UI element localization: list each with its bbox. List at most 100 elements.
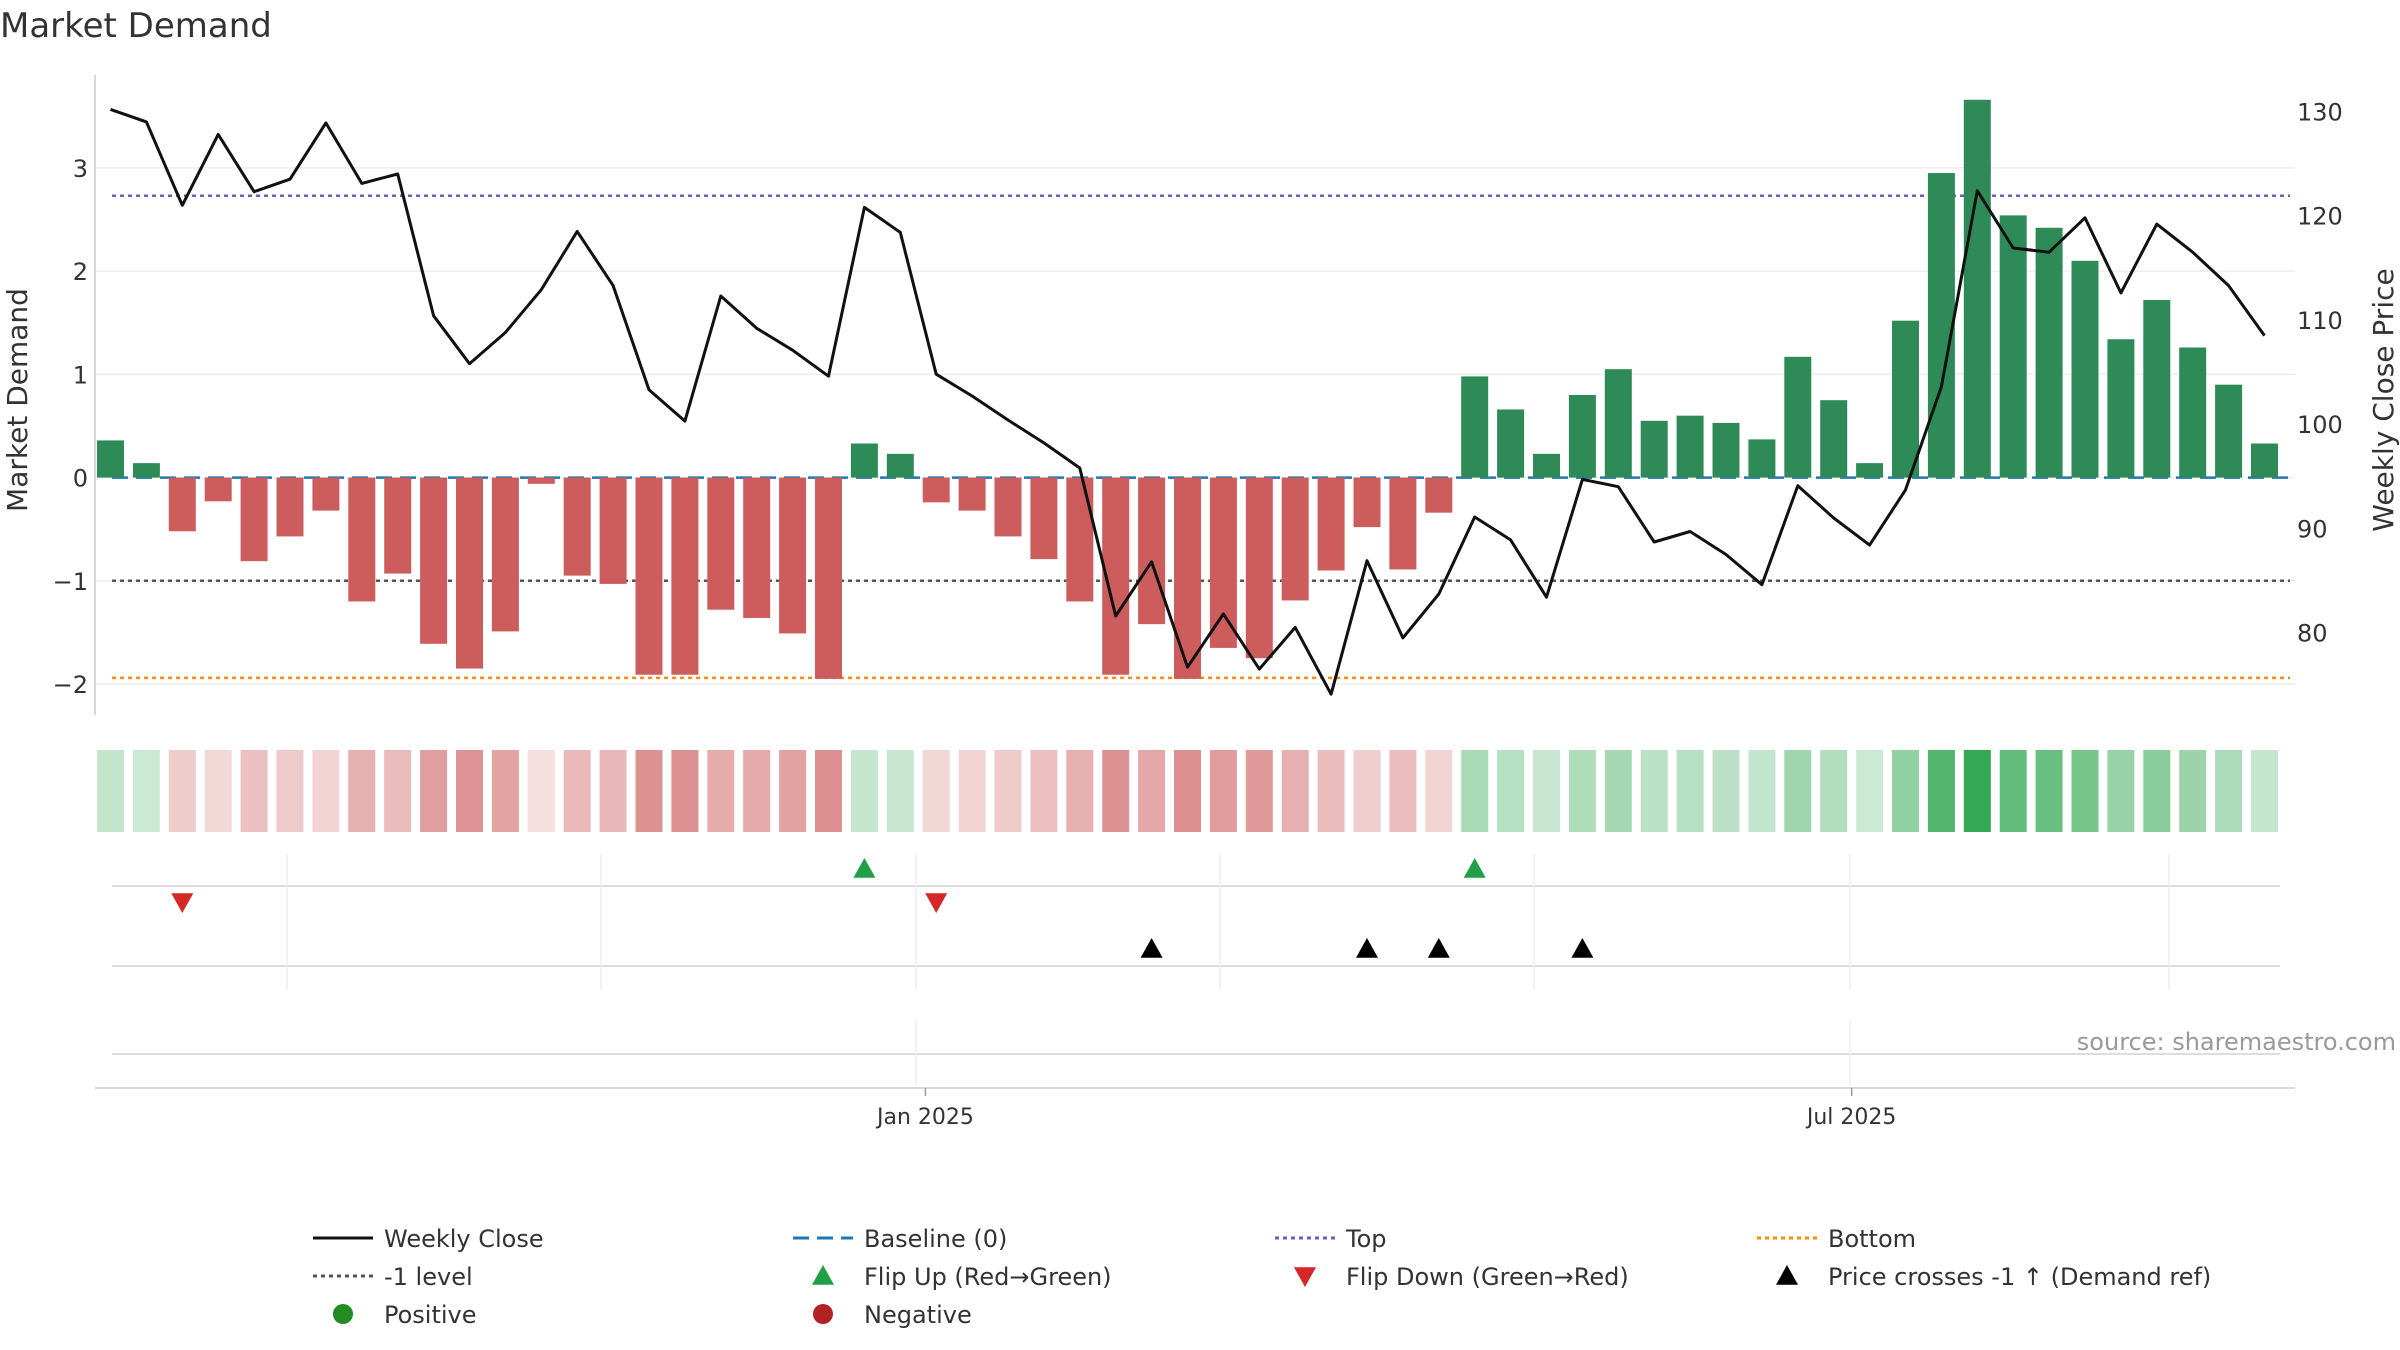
positive-heat-cell xyxy=(1533,750,1560,832)
negative-heat-cell xyxy=(276,750,304,832)
y2-tick-label: 120 xyxy=(2297,203,2343,231)
negative-demand-bar xyxy=(994,477,1022,537)
negative-heat-cell xyxy=(599,750,627,832)
y2-tick-label: 130 xyxy=(2297,98,2343,126)
positive-heat-cell xyxy=(2215,750,2243,832)
price-cross-marker xyxy=(1427,938,1450,958)
negative-heat-cell xyxy=(1030,750,1058,832)
positive-heat-cell xyxy=(1568,750,1596,832)
positive-demand-bar xyxy=(1927,173,1955,478)
positive-demand-bar xyxy=(1461,376,1489,478)
negative-demand-bar xyxy=(671,477,699,675)
legend-label: Price crosses -1 ↑ (Demand ref) xyxy=(1828,1263,2211,1291)
negative-demand-bar xyxy=(1425,477,1453,513)
right-axis-ticks: 80 90 100 110 120 130 xyxy=(2297,98,2343,647)
positive-heat-cell xyxy=(1784,750,1812,832)
positive-demand-bar xyxy=(1784,356,1812,478)
positive-heat-cell xyxy=(850,750,878,832)
positive-demand-bar xyxy=(1640,420,1668,478)
legend-item: Baseline (0) xyxy=(793,1225,1007,1253)
negative-heat-cell xyxy=(1102,750,1130,832)
negative-demand-bar xyxy=(276,477,304,537)
positive-heat-cell xyxy=(1676,750,1704,832)
positive-heat-cell xyxy=(886,750,914,832)
negative-demand-bar xyxy=(707,477,735,610)
weekly-close-line xyxy=(110,107,2266,696)
negative-heat-cell xyxy=(815,750,842,832)
y-tick-label: 3 xyxy=(73,155,88,183)
legend-label: Flip Up (Red→Green) xyxy=(864,1263,1112,1291)
legend-label: -1 level xyxy=(384,1263,473,1291)
negative-demand-bar xyxy=(815,477,842,679)
price-cross-marker xyxy=(1571,938,1594,958)
negative-heat-cell xyxy=(527,750,555,832)
x-tick-label: Jan 2025 xyxy=(875,1105,974,1130)
negative-demand-bar xyxy=(958,477,986,511)
positive-heat-cell xyxy=(132,750,160,832)
legend-label: Baseline (0) xyxy=(864,1225,1007,1253)
positive-demand-bar xyxy=(1963,99,1991,478)
legend-item: Negative xyxy=(813,1301,972,1329)
legend-item: Price crosses -1 ↑ (Demand ref) xyxy=(1776,1263,2211,1291)
legend-circle-icon xyxy=(813,1304,833,1324)
negative-heat-cell xyxy=(456,750,483,832)
negative-heat-cell xyxy=(1174,750,1201,832)
negative-demand-bar xyxy=(168,477,196,532)
positive-demand-bar xyxy=(1892,320,1919,478)
negative-heat-cell xyxy=(348,750,376,832)
x-axis: Jan 2025 Jul 2025 xyxy=(95,1087,2295,1130)
legend-label: Bottom xyxy=(1828,1225,1916,1253)
negative-heat-cell xyxy=(743,750,771,832)
negative-heat-cell xyxy=(1245,750,1273,832)
negative-heat-cell xyxy=(1353,750,1381,832)
negative-demand-bar xyxy=(1209,477,1237,648)
positive-demand-bar xyxy=(1748,439,1776,478)
positive-demand-bar xyxy=(2179,347,2207,478)
negative-heat-cell xyxy=(204,750,232,832)
negative-demand-bar xyxy=(599,477,627,584)
y-tick-label: 2 xyxy=(73,258,88,286)
negative-demand-bar xyxy=(1317,477,1345,571)
negative-demand-bar xyxy=(204,477,232,502)
legend-item: Positive xyxy=(333,1301,477,1329)
negative-demand-bar xyxy=(456,477,483,669)
positive-heat-cell xyxy=(97,750,124,832)
legend-label: Weekly Close xyxy=(384,1225,544,1253)
y-tick-label: −2 xyxy=(53,671,88,699)
negative-heat-cell xyxy=(1209,750,1237,832)
negative-heat-cell xyxy=(958,750,986,832)
positive-heat-cell xyxy=(1604,750,1632,832)
legend-item: Flip Down (Green→Red) xyxy=(1294,1263,1629,1291)
positive-demand-bar xyxy=(1568,395,1596,478)
positive-heat-cell xyxy=(1640,750,1668,832)
negative-heat-cell xyxy=(635,750,663,832)
negative-heat-cell xyxy=(240,750,268,832)
negative-heat-cell xyxy=(1317,750,1345,832)
positive-heat-cell xyxy=(1748,750,1776,832)
positive-heat-cell xyxy=(1461,750,1489,832)
positive-demand-bar xyxy=(2143,300,2171,478)
demand-bars xyxy=(97,99,2278,679)
y-tick-label: −1 xyxy=(53,568,88,596)
negative-demand-bar xyxy=(1138,477,1166,625)
negative-demand-bar xyxy=(527,477,555,484)
negative-demand-bar xyxy=(779,477,807,634)
positive-demand-bar xyxy=(1999,215,2027,478)
negative-heat-cell xyxy=(994,750,1022,832)
positive-demand-bar xyxy=(1676,415,1704,478)
flip-up-marker xyxy=(853,858,876,878)
positive-heat-cell xyxy=(1963,750,1991,832)
left-axis-ticks: −2 −1 0 1 2 3 xyxy=(53,155,88,699)
negative-demand-bar xyxy=(1389,477,1417,570)
negative-demand-bar xyxy=(348,477,376,602)
negative-heat-cell xyxy=(168,750,196,832)
negative-heat-cell xyxy=(420,750,448,832)
negative-demand-bar xyxy=(922,477,950,503)
negative-demand-bar xyxy=(743,477,771,618)
flip-down-marker xyxy=(171,893,194,913)
price-cross-marker xyxy=(1140,938,1163,958)
positive-demand-bar xyxy=(2215,384,2243,478)
positive-demand-bar xyxy=(1820,400,1848,478)
positive-heat-cell xyxy=(1892,750,1919,832)
